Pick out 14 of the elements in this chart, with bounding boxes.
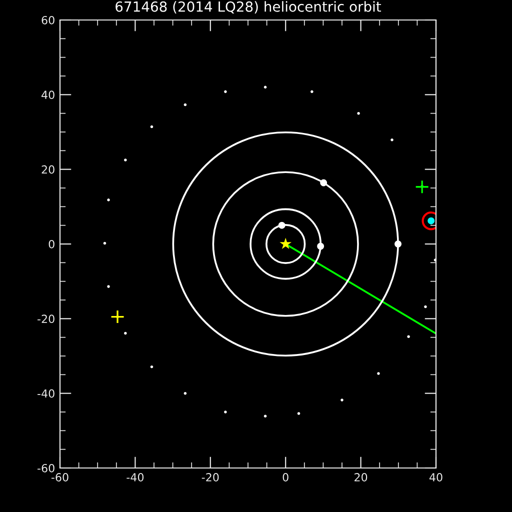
y-tick-label: 20	[42, 165, 54, 174]
x-tick-label: 20	[354, 473, 368, 482]
y-tick-label: -20	[38, 314, 54, 324]
x-tick-label: 40	[429, 473, 442, 482]
y-tick-label: -40	[38, 389, 54, 398]
x-tick-label: -60	[51, 473, 68, 482]
x-tick-label: 0	[282, 473, 288, 482]
chart-title: 671468 (2014 LQ28) heliocentric orbit	[116, 1, 382, 14]
y-tick-label: -60	[38, 464, 54, 472]
y-tick-label: 60	[42, 16, 54, 24]
y-tick-label: 40	[42, 90, 54, 100]
y-tick-label: 0	[48, 240, 54, 248]
x-tick-label: -20	[202, 473, 219, 482]
x-tick-label: -40	[126, 473, 144, 482]
